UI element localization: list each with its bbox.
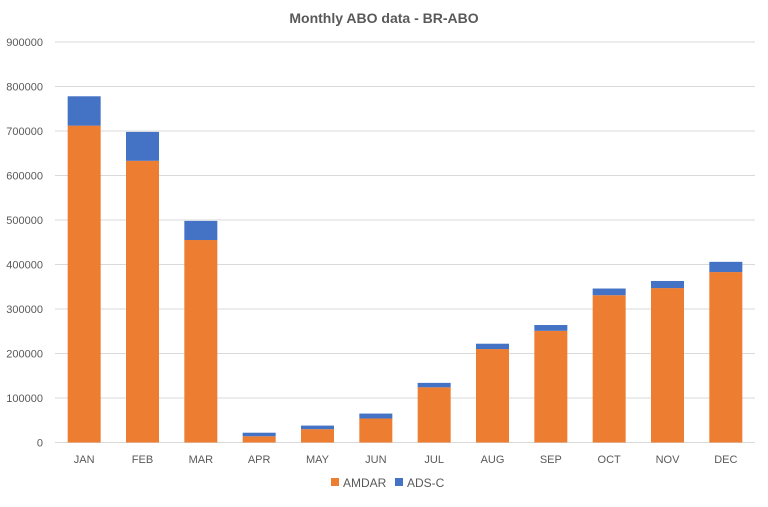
x-tick-label: OCT bbox=[598, 454, 622, 466]
legend-label: ADS-C bbox=[407, 476, 445, 490]
bar-ads-c-jun bbox=[359, 413, 393, 419]
y-tick-label: 300000 bbox=[6, 304, 43, 316]
bar-ads-c-dec bbox=[709, 261, 743, 273]
bar-amdar-jan bbox=[67, 125, 101, 443]
legend: AMDAR ADS-C bbox=[331, 476, 445, 490]
legend-swatch-amdar bbox=[331, 478, 339, 486]
bar-amdar-apr bbox=[242, 436, 276, 443]
x-tick-label: JUL bbox=[424, 454, 444, 466]
x-tick-label: MAR bbox=[189, 454, 214, 466]
bar-amdar-dec bbox=[709, 272, 743, 443]
bar-ads-c-oct bbox=[592, 288, 626, 296]
y-tick-label: 700000 bbox=[6, 126, 43, 138]
x-tick-label: FEB bbox=[132, 454, 153, 466]
bar-ads-c-aug bbox=[476, 343, 509, 350]
x-tick-label: APR bbox=[248, 454, 271, 466]
bar-amdar-sep bbox=[534, 330, 568, 443]
y-tick-label: 100000 bbox=[6, 393, 43, 405]
chart-title: Monthly ABO data - BR-ABO bbox=[289, 10, 478, 26]
y-tick-label: 200000 bbox=[6, 349, 43, 361]
bar-amdar-jun bbox=[359, 418, 393, 443]
bar-amdar-mar bbox=[184, 240, 218, 443]
x-tick-label: MAY bbox=[306, 454, 330, 466]
y-tick-label: 600000 bbox=[6, 171, 43, 183]
x-tick-label: AUG bbox=[481, 454, 505, 466]
y-tick-label: 900000 bbox=[6, 37, 43, 49]
x-tick-label: JAN bbox=[74, 454, 95, 466]
x-tick-label: JUN bbox=[365, 454, 386, 466]
bar-ads-c-mar bbox=[184, 220, 218, 241]
x-tick-label: DEC bbox=[714, 454, 737, 466]
bar-ads-c-feb bbox=[126, 131, 159, 161]
bar-amdar-aug bbox=[476, 349, 509, 443]
bar-ads-c-jul bbox=[417, 382, 451, 388]
bar-ads-c-nov bbox=[651, 280, 684, 289]
y-tick-label: 500000 bbox=[6, 215, 43, 227]
bar-ads-c-apr bbox=[242, 432, 276, 437]
x-tick-label: NOV bbox=[656, 454, 681, 466]
bar-amdar-jul bbox=[417, 387, 451, 443]
bar-amdar-nov bbox=[651, 288, 684, 443]
y-tick-label: 0 bbox=[37, 438, 43, 450]
bar-amdar-feb bbox=[126, 160, 159, 443]
bar-ads-c-may bbox=[301, 425, 334, 430]
x-tick-label: SEP bbox=[540, 454, 562, 466]
legend-label: AMDAR bbox=[343, 476, 387, 490]
y-tick-label: 800000 bbox=[6, 82, 43, 94]
bar-amdar-oct bbox=[592, 295, 626, 443]
bar-amdar-may bbox=[301, 429, 334, 443]
y-tick-label: 400000 bbox=[6, 260, 43, 272]
bar-ads-c-sep bbox=[534, 325, 568, 331]
legend-swatch-ads-c bbox=[395, 478, 403, 486]
bar-ads-c-jan bbox=[67, 96, 101, 126]
